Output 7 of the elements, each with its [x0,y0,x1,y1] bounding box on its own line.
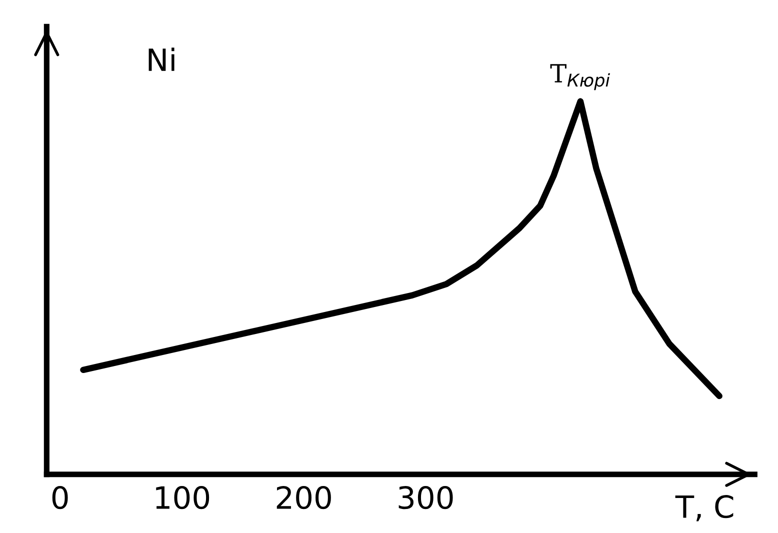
x-tick-label: 300 [398,486,453,510]
chart-title: Ni [148,48,174,71]
x-tick-label: 200 [276,486,331,510]
x-tick-label: 100 [156,486,210,510]
x-tick-label: 0 [52,486,68,510]
annotation: T$_{Кюрі}$ [550,64,610,90]
x-axis-title: T, C [675,495,734,522]
